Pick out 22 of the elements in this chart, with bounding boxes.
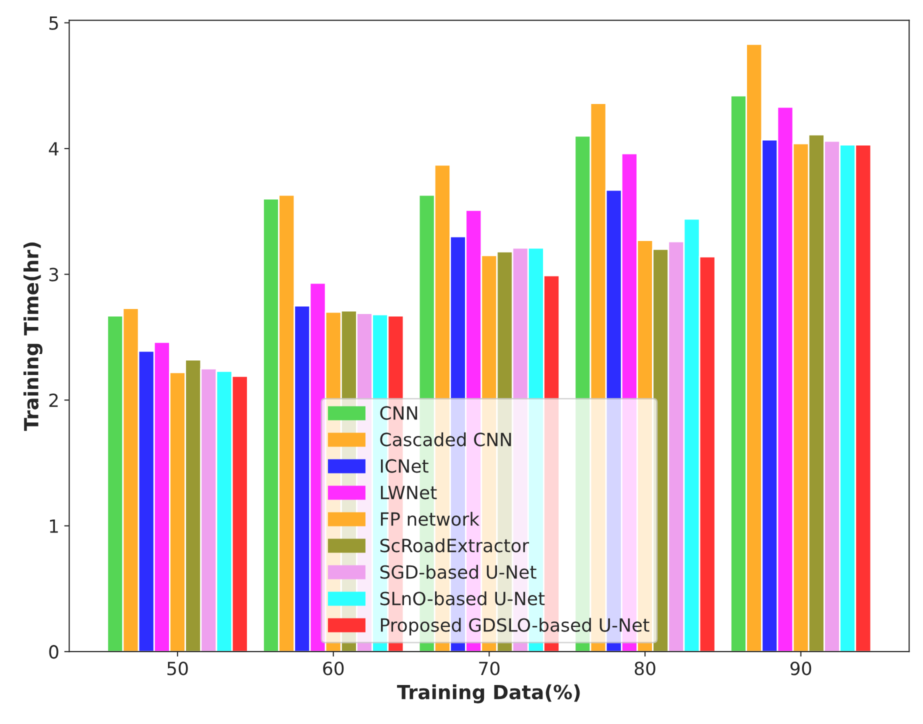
legend-label: CNN bbox=[380, 406, 418, 420]
legend-label: LWNet bbox=[380, 486, 437, 500]
y-axis-title: Training Time(hr) bbox=[23, 242, 42, 431]
y-tick-label: 0 bbox=[49, 645, 58, 659]
x-tick-label: 90 bbox=[790, 662, 812, 676]
legend-label: FP network bbox=[380, 512, 480, 526]
legend-label: Cascaded CNN bbox=[380, 432, 511, 446]
y-tick-label: 2 bbox=[49, 394, 58, 407]
x-tick-label: 60 bbox=[323, 662, 344, 676]
y-tick-label: 4 bbox=[48, 142, 58, 156]
legend-label: SLnO-based U-Net bbox=[380, 591, 545, 606]
x-axis-title: Training Data(%) bbox=[397, 684, 580, 704]
x-tick-label: 50 bbox=[167, 662, 188, 676]
legend-label: ICNet bbox=[380, 459, 428, 473]
x-tick-label: 70 bbox=[479, 662, 500, 676]
legend-label: SGD-based U-Net bbox=[380, 564, 536, 579]
y-tick-label: 1 bbox=[50, 520, 58, 533]
legend-label: Proposed GDSLO-based U-Net bbox=[380, 618, 650, 636]
x-tick-label: 80 bbox=[634, 662, 656, 676]
y-tick-label: 5 bbox=[49, 16, 58, 30]
legend-label: ScRoadExtractor bbox=[380, 538, 530, 552]
y-tick-label: 3 bbox=[49, 268, 58, 282]
